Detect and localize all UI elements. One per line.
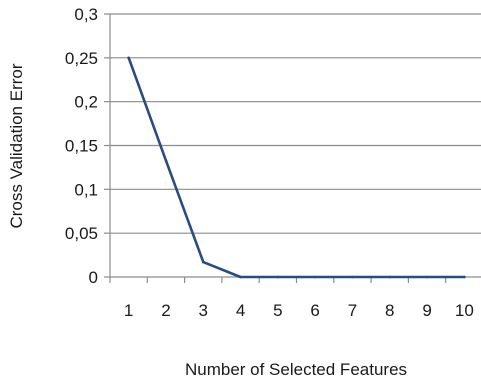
data-point (313, 275, 317, 279)
x-tick-label: 10 (455, 301, 474, 320)
series-group (127, 56, 466, 279)
data-point (276, 275, 280, 279)
data-point (164, 159, 168, 162)
y-tick-label: 0,1 (74, 180, 98, 199)
data-point (463, 275, 466, 279)
series-line (127, 56, 466, 279)
x-tick-label: 6 (310, 301, 319, 320)
data-point (127, 56, 130, 60)
data-point (201, 260, 205, 264)
x-tick-label: 3 (199, 301, 208, 320)
x-tick-label: 7 (348, 301, 357, 320)
y-tick-label: 0 (89, 268, 98, 287)
data-point (388, 275, 392, 279)
y-tick-labels: 0 0,05 0,1 0,15 0,2 0,25 0,3 (65, 5, 98, 287)
x-tick-labels: 1 2 3 4 5 6 7 8 9 10 (124, 301, 474, 320)
y-tick-label: 0,3 (74, 5, 98, 24)
x-tick-label: 1 (124, 301, 133, 320)
data-point (425, 275, 429, 279)
y-tick-label: 0,25 (65, 49, 98, 68)
x-tick-label: 2 (161, 301, 170, 320)
y-tick-label: 0,15 (65, 137, 98, 156)
data-point (351, 275, 354, 279)
x-tick-label: 4 (236, 301, 245, 320)
x-tick-label: 8 (385, 301, 394, 320)
y-axis-title: Cross Validation Error (7, 63, 26, 228)
y-tick-label: 0,2 (74, 93, 98, 112)
y-tick-label: 0,05 (65, 224, 98, 243)
x-axis-title: Number of Selected Features (185, 360, 407, 379)
gridlines (110, 13, 481, 234)
x-tick-label: 9 (422, 301, 431, 320)
x-tick-label: 5 (273, 301, 282, 320)
data-point (239, 275, 242, 279)
